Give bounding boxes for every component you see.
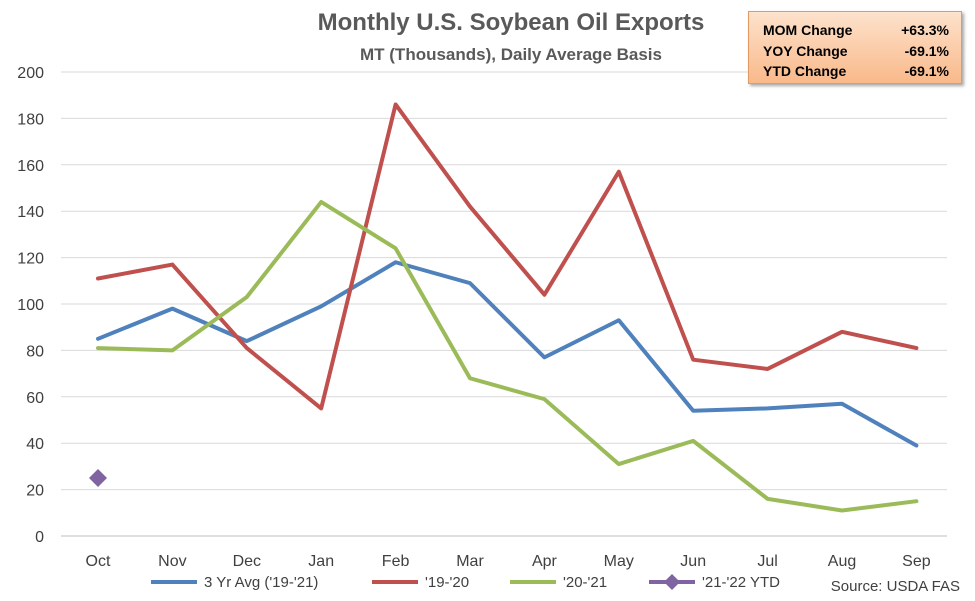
stats-row-ytd: YTD Change -69.1% — [763, 61, 949, 82]
y-tick-label: 100 — [17, 297, 44, 314]
y-tick-label: 160 — [17, 158, 44, 175]
x-tick-label: Sep — [902, 553, 931, 570]
stats-value: +63.3% — [901, 22, 949, 38]
y-tick-label: 20 — [26, 483, 44, 500]
x-tick-label: Apr — [532, 553, 558, 570]
y-tick-label: 80 — [26, 343, 44, 360]
y-tick-label: 60 — [26, 390, 44, 407]
stats-label: YTD Change — [763, 63, 847, 79]
source-note: Source: USDA FAS — [831, 578, 960, 595]
chart-subtitle: MT (Thousands), Daily Average Basis — [360, 45, 662, 64]
y-tick-label: 180 — [17, 111, 44, 128]
grid-lines — [61, 71, 947, 537]
legend-label: '20-'21 — [563, 574, 607, 591]
legend-label: '19-'20 — [425, 574, 469, 591]
x-tick-label: Feb — [382, 553, 410, 570]
y-axis: 0 20 40 60 80 100 120 140 160 180 200 — [17, 65, 44, 546]
stats-box: MOM Change +63.3% YOY Change -69.1% YTD … — [748, 11, 962, 84]
stats-value: -69.1% — [904, 42, 949, 59]
x-tick-label: Nov — [158, 553, 186, 570]
stats-value: -69.1% — [904, 63, 949, 79]
x-tick-label: Jul — [757, 553, 777, 570]
y-tick-label: 200 — [17, 65, 44, 82]
y-tick-label: 40 — [26, 436, 44, 453]
y-tick-label: 0 — [35, 529, 44, 546]
x-tick-label: Jun — [680, 553, 706, 570]
stats-label: YOY Change — [763, 42, 848, 59]
series-line — [96, 199, 919, 513]
y-tick-label: 120 — [17, 251, 44, 268]
x-tick-label: Mar — [456, 553, 484, 570]
x-axis: Oct Nov Dec Jan Feb Mar Apr May Jun Jul Aug Sep — [86, 553, 931, 570]
series-lines — [89, 102, 919, 513]
legend-label: 3 Yr Avg ('19-'21) — [204, 574, 318, 591]
stats-row-yoy: YOY Change -69.1% — [763, 41, 949, 62]
x-tick-label: Aug — [828, 553, 856, 570]
legend-label: '21-'22 YTD — [702, 574, 780, 591]
stats-label: MOM Change — [763, 22, 853, 38]
stats-row-mom: MOM Change +63.3% — [763, 20, 949, 41]
legend: 3 Yr Avg ('19-'21) '19-'20 '20-'21 '21-'22 … — [151, 574, 780, 591]
x-tick-label: Jan — [308, 553, 334, 570]
series-line — [96, 102, 919, 411]
legend-marker — [664, 574, 680, 590]
data-point-marker — [89, 469, 107, 487]
x-tick-label: May — [604, 553, 634, 570]
chart-title: Monthly U.S. Soybean Oil Exports — [318, 9, 705, 36]
x-tick-label: Oct — [86, 553, 111, 570]
y-tick-label: 140 — [17, 204, 44, 221]
x-tick-label: Dec — [233, 553, 261, 570]
